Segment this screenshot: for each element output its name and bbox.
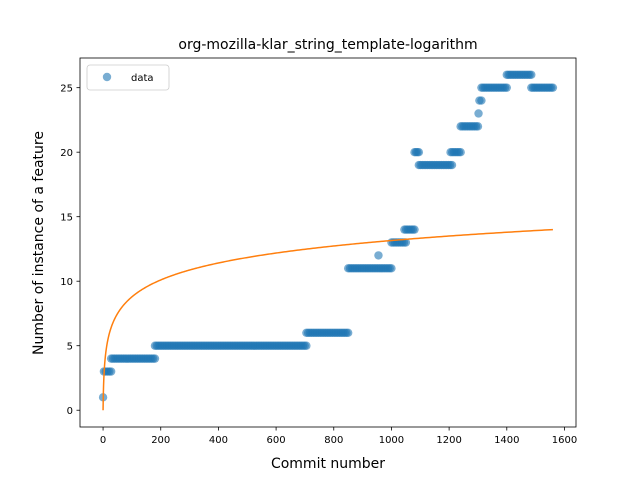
data-point bbox=[502, 83, 511, 92]
data-point bbox=[302, 341, 311, 350]
x-tick-label: 0 bbox=[100, 435, 106, 446]
x-tick-label: 1000 bbox=[379, 435, 404, 446]
data-point bbox=[106, 367, 116, 376]
x-tick-label: 400 bbox=[209, 435, 228, 446]
axes-layer: 0 200 400 600 800 1000 1200 1400 1600 0 5 10 15 20 25 bbox=[60, 57, 577, 446]
y-tick-label: 5 bbox=[67, 341, 73, 352]
data-point bbox=[456, 147, 465, 157]
plot-frame bbox=[79, 57, 577, 428]
y-tick-label: 15 bbox=[60, 212, 73, 223]
data-point bbox=[410, 225, 419, 234]
data-point bbox=[387, 264, 396, 273]
y-tick-label: 20 bbox=[60, 148, 73, 159]
data-point bbox=[447, 160, 457, 170]
fit-line bbox=[102, 228, 553, 411]
x-tick-label: 600 bbox=[267, 435, 286, 446]
data-point bbox=[401, 238, 411, 247]
chart-title: org-mozilla-klar_string_template-logarit… bbox=[178, 37, 477, 53]
data-point bbox=[414, 147, 424, 157]
y-tick-label: 10 bbox=[60, 277, 73, 288]
x-tick-label: 200 bbox=[151, 435, 170, 446]
data-point bbox=[527, 70, 536, 79]
x-tick-label: 1600 bbox=[552, 435, 577, 446]
data-point bbox=[473, 122, 483, 131]
data-point bbox=[474, 109, 483, 118]
x-tick-label: 1400 bbox=[494, 435, 519, 446]
marks-layer bbox=[98, 70, 558, 411]
legend-marker bbox=[102, 72, 112, 82]
data-point bbox=[343, 328, 353, 338]
data-point bbox=[548, 83, 558, 92]
y-tick-label: 0 bbox=[67, 406, 73, 417]
legend-label: data bbox=[131, 73, 154, 84]
y-tick-label: 25 bbox=[60, 83, 73, 94]
x-axis-label: Commit number bbox=[271, 456, 385, 472]
x-tick-label: 800 bbox=[324, 435, 343, 446]
legend-box bbox=[86, 64, 170, 91]
x-tick-label: 1200 bbox=[436, 435, 461, 446]
legend: data bbox=[86, 64, 170, 91]
data-point bbox=[150, 354, 160, 363]
y-axis-label: Number of instance of a feature bbox=[31, 131, 47, 355]
data-point bbox=[374, 251, 383, 260]
data-point bbox=[477, 96, 486, 105]
